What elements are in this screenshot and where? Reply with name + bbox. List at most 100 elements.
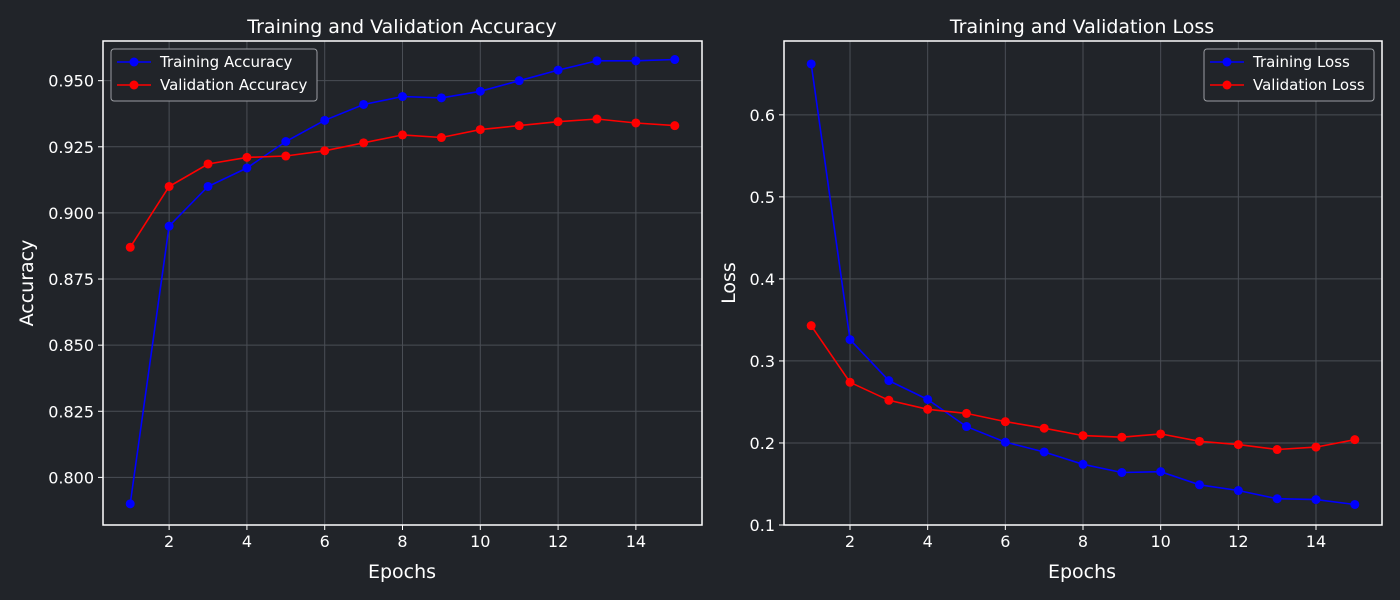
training-loss-legend-marker — [1222, 57, 1232, 67]
validation-accuracy-point — [475, 125, 485, 135]
training-loss-point — [1039, 447, 1049, 457]
validation-accuracy-point — [514, 121, 524, 131]
validation-loss-point — [1350, 435, 1360, 445]
validation-accuracy-point — [631, 118, 641, 128]
validation-accuracy-point — [164, 181, 174, 191]
training-accuracy-point — [514, 76, 524, 86]
validation-loss-point — [1039, 423, 1049, 433]
accuracy-x-axis-label: Epochs — [368, 561, 436, 583]
training-loss-point — [1233, 486, 1243, 496]
training-accuracy-point — [125, 499, 135, 509]
training-loss-point — [1272, 494, 1282, 504]
training-accuracy-point — [281, 137, 291, 147]
validation-accuracy-point — [242, 152, 252, 162]
loss-x-tick-label: 8 — [1078, 532, 1088, 551]
validation-accuracy-point — [359, 138, 369, 148]
training-loss-point — [884, 376, 894, 386]
validation-loss-point — [1272, 445, 1282, 455]
training-loss-point — [1078, 459, 1088, 469]
training-accuracy-point — [320, 115, 330, 125]
loss-x-tick-label: 14 — [1306, 532, 1326, 551]
training-accuracy-point — [631, 56, 641, 66]
training-accuracy-point — [164, 221, 174, 231]
accuracy-legend: Training Accuracy Validation Accuracy — [110, 48, 318, 102]
training-loss-point — [1117, 467, 1127, 477]
training-accuracy-point — [436, 93, 446, 103]
accuracy-y-tick-label: 0.875 — [48, 270, 94, 289]
training-loss-point — [1156, 467, 1166, 477]
training-accuracy-point — [398, 92, 407, 102]
loss-chart-title: Training and Validation Loss — [949, 16, 1214, 38]
loss-x-tick-label: 2 — [845, 532, 855, 551]
validation-loss-legend-marker — [1222, 80, 1232, 90]
loss-y-tick-label: 0.1 — [750, 516, 775, 535]
validation-loss-point — [1117, 432, 1127, 442]
accuracy-chart: Training and Validation Accuracy Epochs … — [16, 16, 703, 583]
accuracy-chart-title: Training and Validation Accuracy — [246, 16, 556, 38]
loss-x-tick-label: 6 — [1000, 532, 1010, 551]
loss-x-tick-label: 12 — [1228, 532, 1248, 551]
training-loss-point — [845, 335, 855, 345]
training-loss-point — [1311, 495, 1321, 505]
validation-loss-point — [1000, 417, 1010, 427]
loss-y-tick-label: 0.5 — [750, 188, 775, 207]
validation-loss-point — [806, 321, 816, 331]
loss-x-tick-label: 10 — [1150, 532, 1170, 551]
accuracy-y-tick-label: 0.900 — [48, 204, 94, 223]
validation-loss-point — [1078, 431, 1088, 441]
validation-loss-point — [923, 404, 933, 414]
training-loss-point — [923, 394, 933, 404]
validation-accuracy-point — [592, 114, 602, 124]
training-loss-point — [962, 422, 972, 432]
accuracy-y-tick-label: 0.850 — [48, 336, 94, 355]
validation-accuracy-point — [670, 121, 680, 131]
loss-y-tick-label: 0.2 — [750, 434, 775, 453]
training-accuracy-point — [203, 181, 213, 191]
training-accuracy-point — [359, 99, 369, 109]
validation-accuracy-point — [553, 117, 563, 127]
accuracy-x-tick-label: 2 — [164, 532, 174, 551]
accuracy-x-tick-label: 6 — [320, 532, 330, 551]
loss-x-tick-label: 4 — [923, 532, 933, 551]
validation-loss-point — [962, 408, 972, 418]
accuracy-x-tick-label: 14 — [626, 532, 646, 551]
validation-loss-point — [1156, 429, 1166, 439]
accuracy-y-tick-label: 0.925 — [48, 138, 94, 157]
validation-loss-point — [1311, 442, 1321, 452]
validation-loss-point — [884, 395, 894, 405]
training-loss-point — [1000, 437, 1010, 447]
validation-loss-legend-label: Validation Loss — [1253, 76, 1365, 94]
validation-accuracy-legend-marker — [129, 80, 139, 90]
accuracy-x-tick-label: 8 — [397, 532, 407, 551]
validation-accuracy-point — [125, 242, 135, 252]
loss-y-tick-label: 0.4 — [750, 270, 775, 289]
training-accuracy-point — [592, 56, 602, 66]
validation-accuracy-point — [436, 133, 446, 143]
training-accuracy-point — [553, 65, 563, 75]
training-loss-legend-label: Training Loss — [1252, 53, 1350, 71]
accuracy-x-tick-label: 12 — [548, 532, 568, 551]
training-accuracy-point — [670, 55, 680, 65]
loss-chart: Training and Validation Loss Epochs Loss… — [718, 16, 1383, 583]
training-accuracy-legend-label: Training Accuracy — [159, 53, 293, 71]
training-loss-point — [1194, 480, 1204, 490]
loss-y-axis-label: Loss — [718, 262, 740, 304]
training-accuracy-point — [242, 163, 252, 173]
validation-accuracy-point — [281, 151, 291, 161]
validation-accuracy-legend-label: Validation Accuracy — [160, 76, 307, 94]
validation-accuracy-point — [203, 159, 213, 169]
loss-x-axis-label: Epochs — [1048, 561, 1116, 583]
accuracy-y-tick-label: 0.825 — [48, 402, 94, 421]
training-loss-point — [806, 59, 816, 69]
accuracy-legend-box — [110, 48, 318, 102]
loss-y-tick-label: 0.6 — [750, 106, 775, 125]
validation-accuracy-point — [398, 130, 407, 140]
loss-y-tick-label: 0.3 — [750, 352, 775, 371]
accuracy-y-tick-label: 0.800 — [48, 468, 94, 487]
validation-loss-point — [1194, 436, 1204, 446]
validation-accuracy-point — [320, 146, 330, 156]
training-accuracy-point — [475, 86, 485, 96]
loss-legend: Training Loss Validation Loss — [1203, 48, 1375, 102]
accuracy-y-axis-label: Accuracy — [16, 240, 38, 327]
